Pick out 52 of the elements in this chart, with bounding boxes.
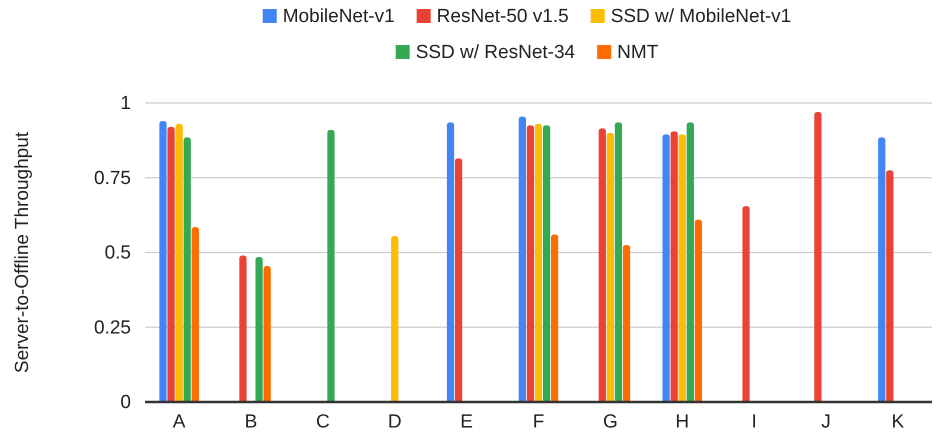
x-tick-label: D [388,411,402,432]
bar [662,134,670,402]
bar [670,131,678,402]
bar [606,132,614,402]
bar [598,128,606,402]
x-tick-label: J [821,411,831,432]
bar [614,122,622,402]
y-tick-label: 1 [120,93,131,114]
x-tick-label: B [244,411,258,432]
x-tick-label: K [892,411,905,432]
legend-label: NMT [617,42,659,63]
bar [814,112,822,402]
bar [264,266,271,402]
x-tick-label: C [316,411,330,432]
bar [159,120,167,402]
x-tick-label: F [532,411,544,432]
x-tick-label: E [460,411,473,432]
bar [886,170,894,402]
bar [454,158,462,402]
bar [518,116,526,402]
bar [167,126,175,402]
y-tick-label: 0.5 [104,242,131,264]
bar [742,206,750,402]
x-tick-label: H [675,411,690,432]
bar [192,227,199,402]
bar [184,137,191,402]
bar [878,137,886,402]
bar [446,122,454,402]
bar [622,245,630,402]
bar [239,255,247,402]
x-tick-label: I [751,411,757,432]
bar [327,130,335,402]
y-tick-label: 0 [120,392,131,414]
bar [542,125,550,402]
bar [391,236,398,402]
bar [551,234,558,402]
x-tick-label: G [602,411,618,432]
bar [678,134,686,402]
x-tick-label: A [172,411,186,432]
bar [694,220,702,402]
bar [534,124,542,402]
legend-label: ResNet-50 v1.5 [436,6,569,27]
legend-label: SSD w/ ResNet-34 [416,42,576,63]
legend-label: SSD w/ MobileNet-v1 [610,6,792,27]
bar [255,256,263,402]
bar [686,122,694,402]
y-tick-label: 0.25 [94,317,131,338]
legend-label: MobileNet-v1 [282,6,395,27]
y-axis-title: Server-to-Offline Throughput [12,131,33,374]
bar [526,125,534,402]
y-tick-label: 0.75 [94,168,131,189]
bar [176,124,183,402]
